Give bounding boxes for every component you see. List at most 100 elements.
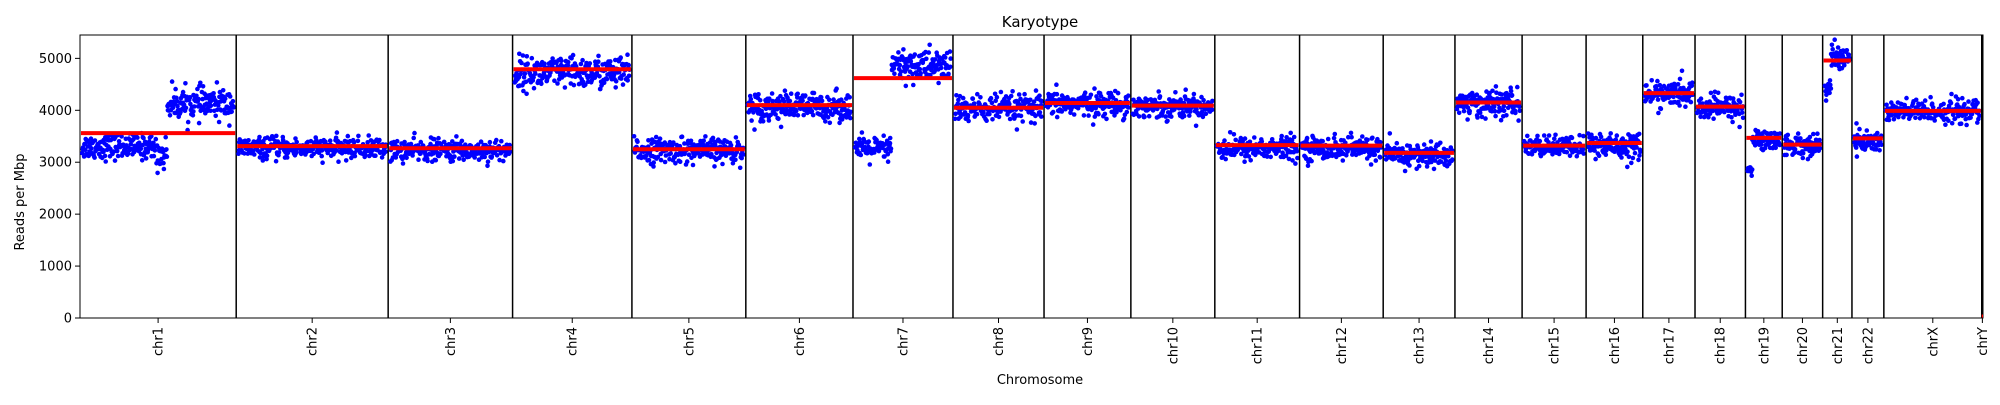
chr22-point: [1853, 145, 1859, 150]
chr12-label: chr12: [1335, 327, 1350, 364]
chr13-point: [1431, 166, 1437, 172]
chr9-point: [1096, 111, 1101, 117]
chr3-point: [410, 153, 415, 158]
chr9-point: [1124, 109, 1130, 115]
chr20-point: [1784, 152, 1789, 158]
chr16-point: [1593, 156, 1598, 162]
chr1-point: [116, 139, 122, 144]
chr12-point: [1373, 158, 1379, 163]
chr12-points: [1299, 130, 1384, 168]
chr19-point: [1777, 142, 1782, 148]
chr14-point: [1490, 88, 1495, 94]
chr18-point: [1730, 119, 1735, 125]
chr1-point: [140, 142, 145, 148]
chr1-point: [164, 154, 170, 159]
chr22-point: [1875, 130, 1880, 136]
chr16-point: [1637, 153, 1642, 158]
chr20-label: chr20: [1796, 327, 1811, 364]
chr9-point: [1115, 90, 1121, 96]
chr4-point: [552, 78, 557, 83]
chr9-point: [1126, 105, 1131, 110]
chr6-point: [776, 116, 781, 122]
chr2-point: [351, 139, 357, 145]
chr20-point: [1798, 136, 1803, 141]
chr2-point: [257, 134, 262, 140]
chr7-point: [885, 159, 891, 164]
chr8-points: [952, 88, 1045, 132]
chr20-point: [1795, 131, 1801, 136]
chr8-point: [972, 101, 977, 106]
chr10-point: [1156, 89, 1161, 94]
chr12-point: [1304, 135, 1310, 141]
chr17-point: [1679, 68, 1685, 74]
chr1-point: [138, 146, 144, 152]
chr2-point: [252, 152, 257, 157]
chr1-point: [155, 170, 160, 176]
chr17-label: chr17: [1662, 327, 1677, 364]
chr11-point: [1252, 135, 1257, 140]
chr5-point: [667, 156, 672, 162]
chr5-point: [710, 135, 716, 141]
chr14-point: [1498, 117, 1504, 123]
chr11-point: [1279, 133, 1284, 139]
chr9-point: [1086, 113, 1091, 118]
chr16-point: [1619, 155, 1624, 160]
chr6-point: [847, 95, 852, 100]
chr7-point: [891, 66, 897, 71]
chr7-point: [908, 59, 914, 64]
chr20-point: [1785, 132, 1791, 138]
chr15-point: [1537, 138, 1543, 144]
chr5-point: [700, 152, 705, 157]
chr5-point: [737, 165, 743, 171]
chr2-point: [246, 138, 251, 143]
chrx-point: [1955, 96, 1961, 102]
chr1-point: [101, 149, 106, 154]
chr5-point: [703, 134, 708, 139]
chr8-point: [988, 95, 994, 101]
chr5-point: [720, 161, 725, 167]
chr4-point: [604, 76, 610, 82]
chr7-point: [882, 154, 887, 159]
chr4-point: [571, 82, 577, 88]
chr1-point: [175, 103, 180, 109]
chr8-point: [1018, 96, 1023, 102]
y-axis-label: Reads per Mbp: [13, 153, 28, 250]
chrx-point: [1922, 114, 1927, 120]
chr15-point: [1577, 132, 1582, 138]
chr1-point: [128, 141, 134, 147]
chr6-point: [839, 97, 844, 102]
chr6-point: [766, 118, 772, 123]
chr11-point: [1233, 137, 1238, 143]
chart-title: Karyotype: [1002, 13, 1079, 31]
chr16-point: [1596, 153, 1602, 159]
chr8-point: [975, 91, 980, 97]
chr13-label: chr13: [1413, 327, 1428, 364]
chr19-points: [1745, 127, 1783, 178]
chr20-point: [1815, 131, 1820, 136]
chr6-point: [848, 115, 853, 121]
chr12-point: [1320, 138, 1325, 144]
chrx-point: [1943, 122, 1948, 127]
chr2-point: [260, 158, 266, 163]
chr1-point: [180, 89, 186, 95]
chr1-point: [196, 96, 201, 102]
chr1-point: [114, 148, 120, 154]
chr1-point: [152, 148, 158, 153]
chr18-point: [1737, 99, 1743, 105]
chr7-point: [892, 71, 897, 76]
y-tick-label: 4000: [39, 104, 72, 119]
chr5-point: [686, 152, 692, 157]
chr5-point: [682, 141, 687, 146]
chr6-point: [778, 124, 784, 130]
chr7-point: [927, 42, 932, 48]
chr10-point: [1210, 98, 1215, 104]
chr9-point: [1082, 90, 1088, 95]
chr15-point: [1581, 133, 1586, 139]
chr15-point: [1552, 136, 1557, 142]
chr7-point: [926, 50, 932, 55]
chr1-point: [185, 119, 191, 125]
chr4-point: [529, 55, 535, 61]
chr2-point: [334, 148, 339, 153]
chr14-point: [1483, 116, 1488, 121]
chr14-point: [1491, 104, 1497, 110]
